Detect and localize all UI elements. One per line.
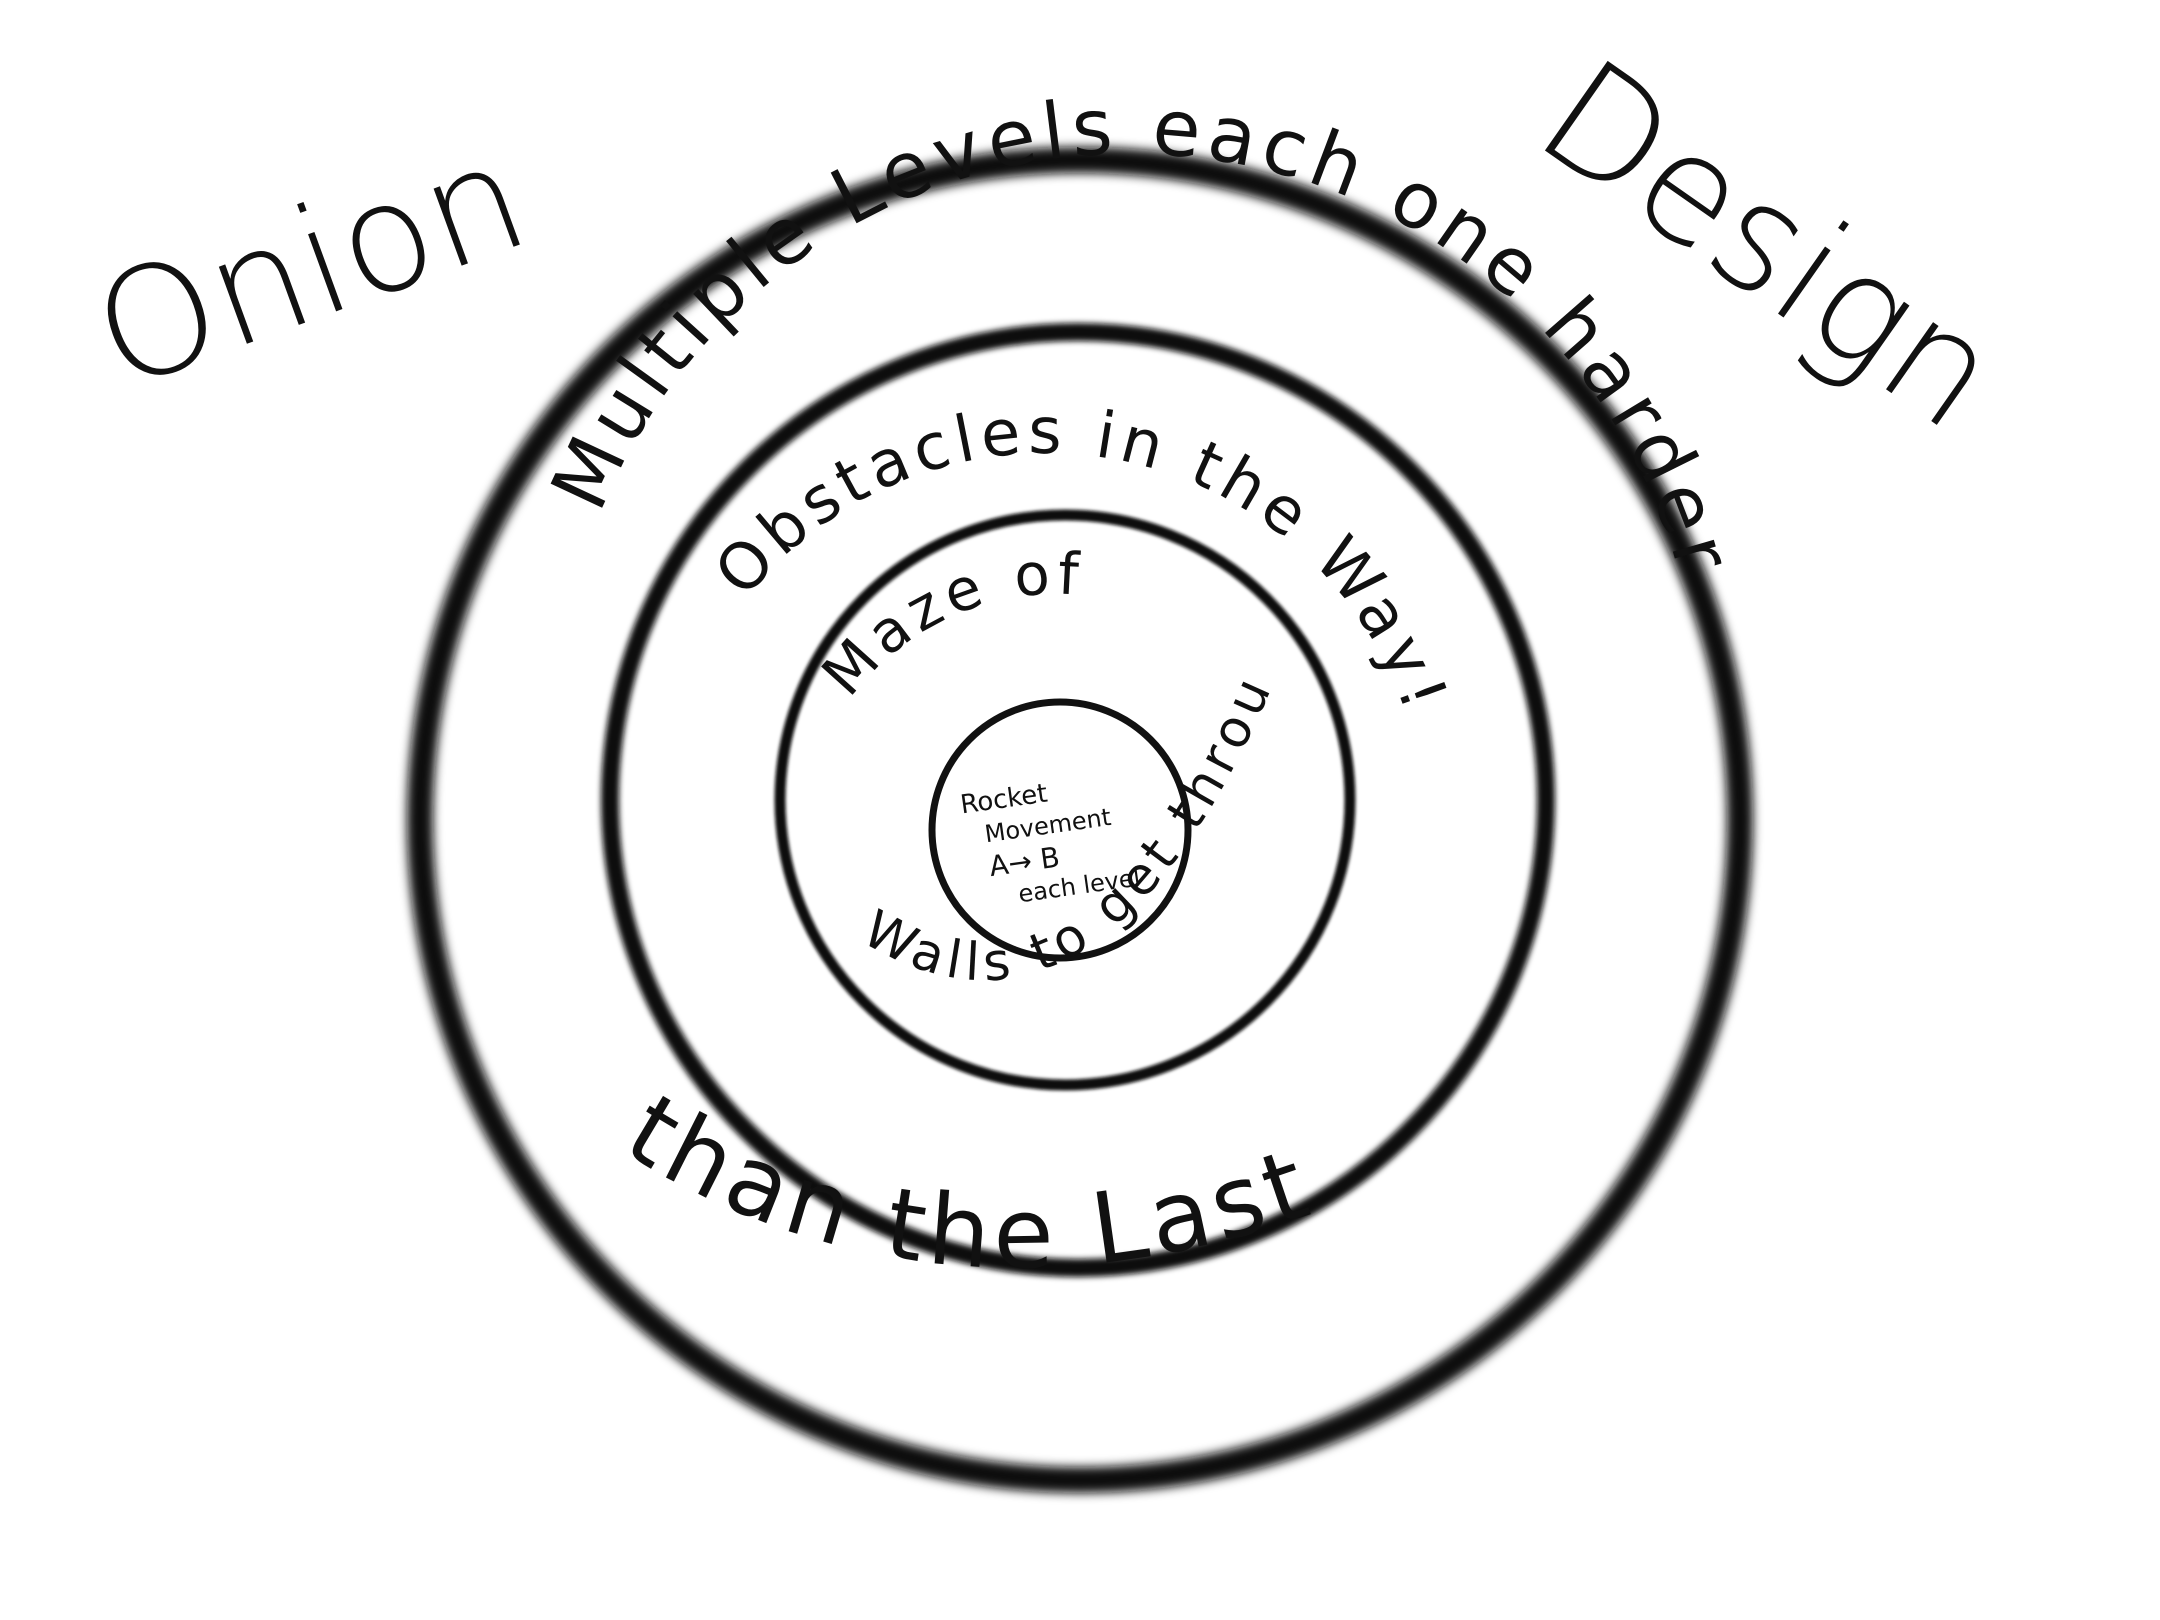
core-ring	[928, 698, 1192, 962]
title-left: Onion	[73, 109, 548, 424]
second-ring	[601, 323, 1555, 1277]
third-ring	[774, 509, 1356, 1091]
outer-ring	[407, 147, 1753, 1493]
core-label: Rocket Movement A→ B each level	[959, 779, 1142, 909]
outer-ring-bottom-label: than the Last	[608, 1073, 1327, 1292]
third-ring-top-label: Maze of	[809, 539, 1087, 708]
